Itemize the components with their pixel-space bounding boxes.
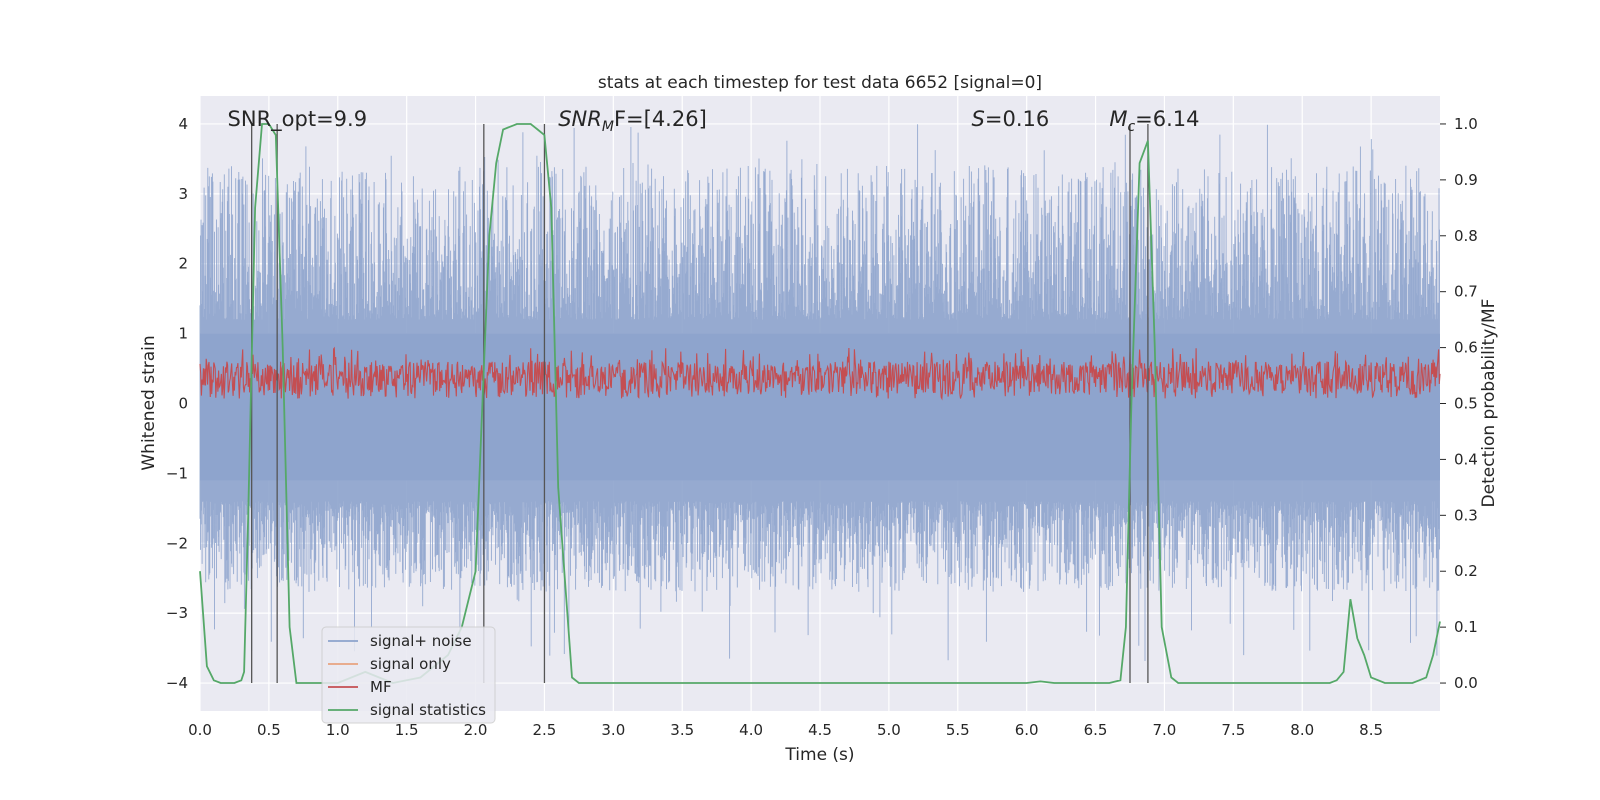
x-tick-label: 7.5 xyxy=(1221,721,1245,739)
x-tick-label: 8.0 xyxy=(1290,721,1314,739)
y-tick-label: 2 xyxy=(178,255,188,273)
y-right-tick-label: 0.8 xyxy=(1454,227,1478,245)
y-axis-label-right: Detection probability/MF xyxy=(1479,299,1499,508)
y-tick-label: 1 xyxy=(178,325,188,343)
x-tick-label: 8.5 xyxy=(1359,721,1383,739)
y-tick-label: −3 xyxy=(166,604,188,622)
annotation-text: S=0.16 xyxy=(972,107,1050,131)
x-tick-label: 5.0 xyxy=(877,721,901,739)
y-tick-label: 3 xyxy=(178,185,188,203)
x-tick-label: 4.0 xyxy=(739,721,763,739)
legend-label: signal+ noise xyxy=(370,632,472,650)
y-tick-label: −1 xyxy=(166,464,188,482)
x-tick-label: 1.0 xyxy=(326,721,350,739)
noise-core-band xyxy=(200,333,1440,481)
legend-label: signal statistics xyxy=(370,701,486,719)
legend-box xyxy=(321,626,496,724)
x-tick-label: 5.5 xyxy=(946,721,970,739)
y-tick-label: −4 xyxy=(166,674,188,692)
y-right-tick-label: 0.3 xyxy=(1454,506,1478,524)
y-right-tick-label: 0.6 xyxy=(1454,339,1478,357)
y-right-tick-label: 1.0 xyxy=(1454,115,1478,133)
chart-title: stats at each timestep for test data 665… xyxy=(598,73,1042,93)
x-tick-label: 3.5 xyxy=(670,721,694,739)
vertical-markers xyxy=(251,123,1149,684)
x-tick-label: 4.5 xyxy=(808,721,832,739)
y-tick-labels-left: 4 3 2 1 0 −1 −2 −3 −4 xyxy=(166,115,188,692)
annotation-text: SNR_opt=9.9 xyxy=(228,107,368,132)
y-right-tick-label: 0.9 xyxy=(1454,171,1478,189)
y-tick-labels-right: 1.0 0.9 0.8 0.7 0.6 0.5 0.4 0.3 0.2 0.1 0.0 xyxy=(1440,115,1478,692)
x-tick-label: 2.0 xyxy=(464,721,488,739)
x-tick-label: 6.5 xyxy=(1084,721,1108,739)
y-axis-label: Whitened strain xyxy=(139,335,159,470)
annotations: SNR_opt=9.9 SNRMF=[4.26] S=0.16 Mc=6.14 xyxy=(228,107,1200,135)
mf-line xyxy=(199,346,1441,401)
series-signal-noise xyxy=(199,124,1440,661)
y-right-tick-label: 0.2 xyxy=(1454,562,1478,580)
x-tick-label: 3.0 xyxy=(601,721,625,739)
x-axis-label: Time (s) xyxy=(784,745,854,765)
x-tick-label: 7.0 xyxy=(1153,721,1177,739)
x-tick-label: 0.5 xyxy=(257,721,281,739)
signal-statistics-line xyxy=(199,123,1441,684)
x-tick-label: 2.5 xyxy=(533,721,557,739)
x-tick-label: 0.0 xyxy=(188,721,212,739)
x-tick-label: 6.0 xyxy=(1015,721,1039,739)
y-right-tick-label: 0.1 xyxy=(1454,618,1478,636)
y-tick-label: −2 xyxy=(166,534,188,552)
legend-label: MF xyxy=(370,678,392,696)
y-tick-label: 0 xyxy=(178,395,188,413)
y-right-tick-label: 0.7 xyxy=(1454,283,1478,301)
y-tick-label: 4 xyxy=(178,115,188,133)
y-right-tick-label: 0.4 xyxy=(1454,450,1478,468)
annotation-text: Mc=6.14 xyxy=(1109,107,1199,135)
y-right-tick-label: 0.0 xyxy=(1454,674,1478,692)
legend: signal+ noise signal only MF signal statist… xyxy=(321,626,496,724)
legend-label: signal only xyxy=(370,655,451,673)
x-tick-label: 1.5 xyxy=(395,721,419,739)
y-right-tick-label: 0.5 xyxy=(1454,395,1478,413)
annotation-text: SNRMF=[4.26] xyxy=(558,107,707,135)
series-mf xyxy=(199,346,1441,401)
x-tick-labels: 0.0 0.5 1.0 1.5 2.0 2.5 3.0 3.5 4.0 4.5 5.0 5.5 6.0 6… xyxy=(188,721,1383,739)
series-signal-statistics xyxy=(199,123,1441,684)
